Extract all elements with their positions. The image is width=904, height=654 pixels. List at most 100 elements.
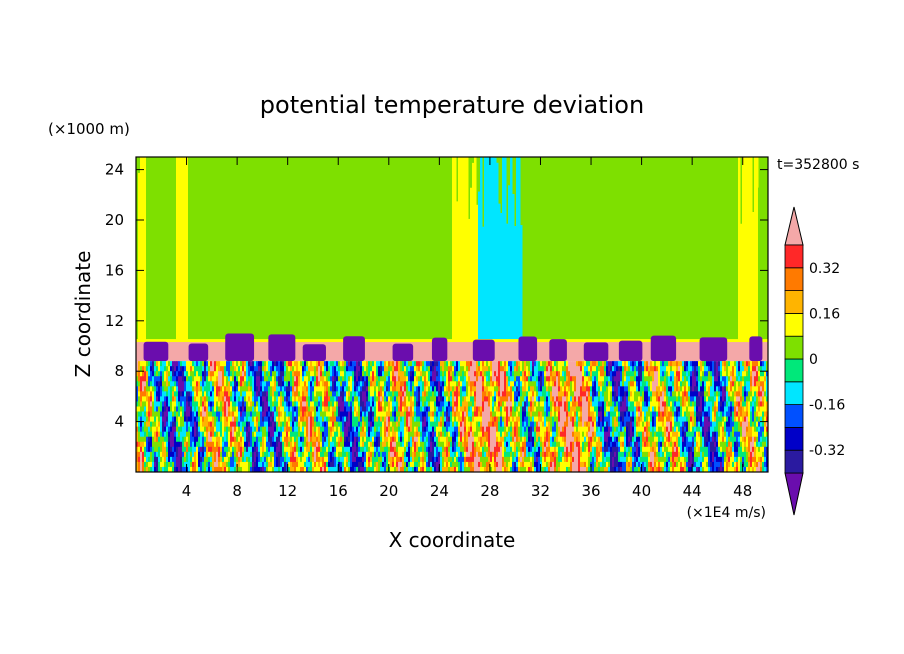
turbulence-cell — [534, 411, 537, 418]
turbulence-cell — [318, 451, 321, 458]
turbulence-cell — [290, 396, 293, 402]
turbulence-cell — [354, 456, 357, 463]
turbulence-cell — [332, 371, 335, 377]
turbulence-cell — [244, 386, 247, 392]
turbulence-cell — [556, 451, 559, 458]
turbulence-cell — [328, 451, 331, 458]
turbulence-cell — [316, 426, 319, 433]
turbulence-cell — [286, 416, 289, 423]
turbulence-cell — [204, 386, 207, 392]
turbulence-cell — [194, 431, 197, 438]
turbulence-cell — [394, 376, 397, 382]
turbulence-cell — [566, 416, 569, 423]
turbulence-cell — [520, 466, 523, 472]
turbulence-cell — [248, 401, 251, 407]
turbulence-cell — [530, 446, 533, 453]
turbulence-cell — [140, 401, 143, 407]
turbulence-cell — [190, 416, 193, 423]
turbulence-cell — [188, 456, 191, 463]
turbulence-cell — [152, 451, 155, 458]
turbulence-cell — [476, 401, 479, 407]
turbulence-cell — [522, 406, 525, 413]
turbulence-cell — [484, 461, 487, 468]
turbulence-cell — [344, 361, 347, 367]
turbulence-cell — [214, 421, 217, 428]
turbulence-cell — [236, 411, 239, 418]
turbulence-cell — [280, 416, 283, 423]
turbulence-cell — [566, 376, 569, 382]
turbulence-cell — [180, 446, 183, 453]
turbulence-cell — [382, 386, 385, 392]
turbulence-cell — [434, 421, 437, 428]
turbulence-cell — [448, 401, 451, 407]
turbulence-cell — [328, 456, 331, 463]
turbulence-cell — [412, 451, 415, 458]
turbulence-cell — [556, 421, 559, 428]
upper-streak — [478, 191, 481, 340]
turbulence-cell — [428, 391, 431, 397]
turbulence-cell — [452, 451, 455, 458]
turbulence-cell — [142, 376, 145, 382]
turbulence-cell — [420, 381, 423, 387]
turbulence-cell — [542, 446, 545, 453]
turbulence-cell — [232, 371, 235, 377]
turbulence-cell — [458, 371, 461, 377]
turbulence-cell — [406, 381, 409, 387]
turbulence-cell — [316, 456, 319, 463]
turbulence-cell — [520, 361, 523, 367]
turbulence-cell — [496, 426, 499, 433]
turbulence-cell — [394, 421, 397, 428]
upper-streak — [744, 157, 747, 340]
turbulence-cell — [532, 411, 535, 418]
turbulence-cell — [522, 466, 525, 472]
turbulence-cell — [572, 436, 575, 443]
turbulence-cell — [294, 451, 297, 458]
turbulence-cell — [346, 371, 349, 377]
turbulence-cell — [464, 376, 467, 382]
turbulence-cell — [154, 461, 157, 468]
turbulence-cell — [146, 461, 149, 468]
turbulence-cell — [240, 436, 243, 443]
turbulence-cell — [200, 461, 203, 468]
turbulence-cell — [382, 441, 385, 448]
turbulence-cell — [482, 396, 485, 402]
turbulence-cell — [244, 376, 247, 382]
turbulence-cell — [322, 426, 325, 433]
turbulence-cell — [200, 401, 203, 407]
turbulence-cell — [462, 426, 465, 433]
turbulence-cell — [572, 466, 575, 472]
turbulence-cell — [344, 461, 347, 468]
turbulence-cell — [558, 376, 561, 382]
turbulence-cell — [176, 366, 179, 372]
turbulence-cell — [212, 451, 215, 458]
turbulence-cell — [140, 371, 143, 377]
turbulence-cell — [458, 386, 461, 392]
turbulence-cell — [484, 446, 487, 453]
turbulence-cell — [486, 391, 489, 397]
turbulence-cell — [262, 456, 265, 463]
turbulence-cell — [326, 466, 329, 472]
turbulence-cell — [420, 401, 423, 407]
turbulence-cell — [576, 411, 579, 418]
turbulence-cell — [424, 406, 427, 413]
turbulence-cell — [416, 366, 419, 372]
turbulence-cell — [286, 381, 289, 387]
turbulence-cell — [404, 431, 407, 438]
turbulence-cell — [474, 441, 477, 448]
turbulence-cell — [554, 451, 557, 458]
turbulence-cell — [138, 381, 141, 387]
turbulence-cell — [540, 406, 543, 413]
turbulence-cell — [212, 391, 215, 397]
turbulence-cell — [530, 456, 533, 463]
turbulence-cell — [286, 441, 289, 448]
turbulence-cell — [344, 446, 347, 453]
turbulence-cell — [170, 441, 173, 448]
turbulence-cell — [438, 396, 441, 402]
turbulence-cell — [356, 386, 359, 392]
turbulence-cell — [450, 451, 453, 458]
turbulence-cell — [418, 371, 421, 377]
turbulence-cell — [500, 406, 503, 413]
turbulence-cell — [210, 386, 213, 392]
turbulence-cell — [302, 466, 305, 472]
turbulence-cell — [144, 426, 147, 433]
